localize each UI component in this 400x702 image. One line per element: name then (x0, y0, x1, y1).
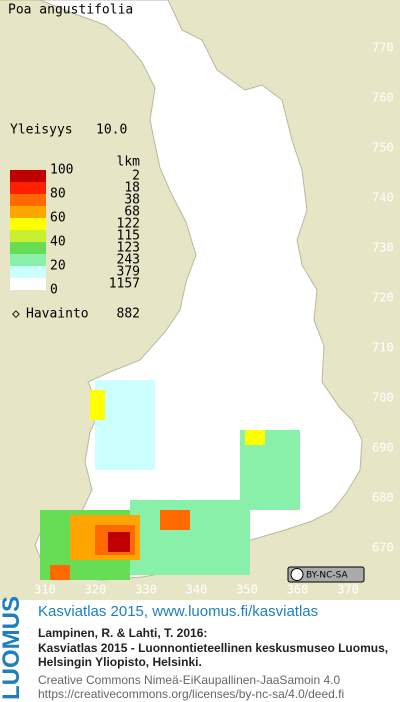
legend-scale-label: 0 (50, 283, 58, 298)
observation-label: Havainto (26, 307, 89, 322)
grid-y-label: 690 (372, 441, 394, 455)
grid-x-label: 360 (287, 583, 309, 597)
citation-line: Kasviatlas 2015 - Luonnontieteellinen ke… (38, 640, 389, 655)
legend-count: 38 (124, 193, 140, 208)
legend-count: 379 (117, 265, 140, 280)
grid-x-label: 340 (186, 583, 208, 597)
grid-x-label: 370 (337, 583, 359, 597)
grid-x-label: 310 (34, 583, 56, 597)
grid-x-label: 330 (135, 583, 157, 597)
grid-y-label: 770 (372, 41, 394, 55)
legend-scale-label: 20 (50, 259, 66, 274)
legend-swatch (10, 254, 46, 266)
grid-x-label: 320 (85, 583, 107, 597)
legend-swatch (10, 182, 46, 194)
grid-y-label: 740 (372, 191, 394, 205)
frequency-value: 10.0 (96, 123, 127, 138)
legend-count: 123 (117, 241, 140, 256)
cell (50, 565, 70, 580)
grid-y-label: 760 (372, 91, 394, 105)
legend-count: 2 (132, 169, 140, 184)
grid-x-label: 350 (236, 583, 258, 597)
cell (90, 390, 105, 420)
legend-swatch (10, 230, 46, 242)
cell (108, 532, 130, 552)
grid-y-label: 750 (372, 141, 394, 155)
cells (40, 380, 300, 580)
citation-line: Helsingin Yliopisto, Helsinki. (38, 655, 202, 669)
legend-swatch (10, 194, 46, 206)
legend-swatch (10, 266, 46, 278)
logo: LUOMUS (0, 596, 25, 700)
observation-symbol: ◇ (12, 307, 20, 322)
count-header: lkm (117, 155, 141, 170)
citation-line: Lampinen, R. & Lahti, T. 2016: (38, 626, 208, 640)
grid-y-label: 680 (372, 491, 394, 505)
legend-swatch (10, 278, 46, 290)
legend-count: 115 (117, 229, 140, 244)
grid-y-label: 670 (372, 541, 394, 555)
legend-scale-label: 80 (50, 187, 66, 202)
legend-scale-label: 40 (50, 235, 66, 250)
legend-swatch (10, 218, 46, 230)
map: Poa angustifolia Yleisyys 10.0 lkm ◇ Hav… (0, 0, 400, 600)
grid-y-label: 700 (372, 391, 394, 405)
cc-icon (290, 568, 304, 581)
license-line: https://creativecommons.org/licenses/by-… (38, 686, 345, 701)
grid-y-label: 720 (372, 291, 394, 305)
cell (245, 430, 265, 445)
footer-heading: Kasviatlas 2015, www.luomus.fi/kasviatla… (38, 603, 319, 620)
legend-swatch (10, 242, 46, 254)
observation-count: 882 (117, 307, 140, 322)
cell (160, 510, 190, 530)
license-line: Creative Commons Nimeä-EiKaupallinen-Jaa… (38, 673, 341, 687)
license-badge: BY-NC-SA (287, 566, 365, 583)
badge-text: BY-NC-SA (306, 571, 349, 581)
grid-y-label: 730 (372, 241, 394, 255)
species-title: Poa angustifolia (8, 3, 133, 18)
frequency-label: Yleisyys (10, 123, 73, 138)
legend-count: 68 (124, 205, 140, 220)
legend-count: 243 (117, 253, 140, 268)
legend-swatch (10, 206, 46, 218)
legend-scale-label: 60 (50, 211, 66, 226)
legend-count: 18 (124, 181, 140, 196)
legend-swatch (10, 170, 46, 182)
legend-scale-label: 100 (50, 163, 73, 178)
legend-count: 122 (117, 217, 140, 232)
legend-count: 1157 (109, 277, 140, 292)
grid-y-label: 710 (372, 341, 394, 355)
badge-frame (287, 566, 365, 583)
